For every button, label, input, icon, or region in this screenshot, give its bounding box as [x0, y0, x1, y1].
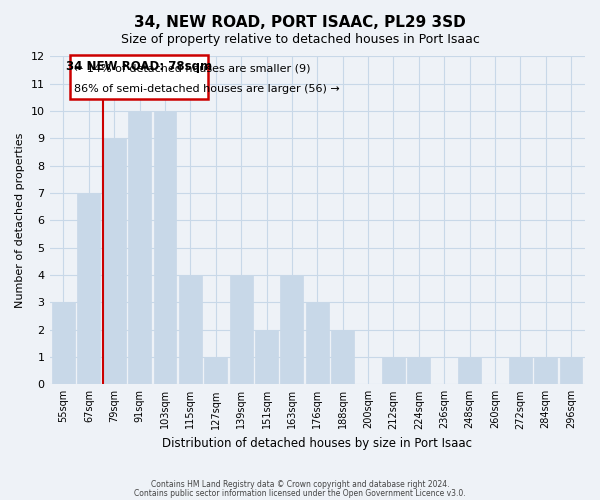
FancyBboxPatch shape [70, 55, 208, 99]
Text: ← 14% of detached houses are smaller (9): ← 14% of detached houses are smaller (9) [74, 64, 310, 74]
Bar [280, 275, 304, 384]
Bar [154, 111, 176, 384]
Bar [230, 275, 253, 384]
Bar [331, 330, 354, 384]
Text: Size of property relative to detached houses in Port Isaac: Size of property relative to detached ho… [121, 32, 479, 46]
Bar [458, 357, 481, 384]
Bar [306, 302, 329, 384]
Bar [52, 302, 75, 384]
Bar [407, 357, 430, 384]
Text: 34 NEW ROAD: 78sqm: 34 NEW ROAD: 78sqm [66, 60, 212, 73]
Text: 86% of semi-detached houses are larger (56) →: 86% of semi-detached houses are larger (… [74, 84, 340, 94]
Y-axis label: Number of detached properties: Number of detached properties [15, 132, 25, 308]
Bar [255, 330, 278, 384]
Text: Contains HM Land Registry data © Crown copyright and database right 2024.: Contains HM Land Registry data © Crown c… [151, 480, 449, 489]
X-axis label: Distribution of detached houses by size in Port Isaac: Distribution of detached houses by size … [162, 437, 472, 450]
Bar [509, 357, 532, 384]
Bar [128, 111, 151, 384]
Bar [560, 357, 583, 384]
Text: 34, NEW ROAD, PORT ISAAC, PL29 3SD: 34, NEW ROAD, PORT ISAAC, PL29 3SD [134, 15, 466, 30]
Bar [205, 357, 227, 384]
Text: Contains public sector information licensed under the Open Government Licence v3: Contains public sector information licen… [134, 489, 466, 498]
Bar [534, 357, 557, 384]
Bar [382, 357, 405, 384]
Bar [179, 275, 202, 384]
Bar [77, 193, 100, 384]
Bar [103, 138, 125, 384]
